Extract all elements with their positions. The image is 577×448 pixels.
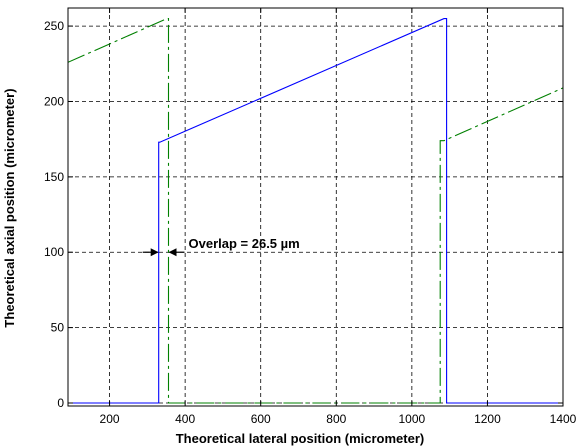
- x-tick-label: 200: [100, 412, 120, 426]
- annotation: Overlap = 26.5 µm: [142, 236, 300, 257]
- x-tick-label: 1400: [550, 412, 577, 426]
- y-tick-label: 0: [57, 396, 64, 410]
- y-tick-label: 200: [44, 94, 64, 108]
- x-tick-label: 800: [326, 412, 346, 426]
- series-line-1: [68, 18, 563, 404]
- x-tick-label: 600: [251, 412, 271, 426]
- series-line-2: [68, 18, 563, 404]
- x-tick-label: 1000: [399, 412, 426, 426]
- x-axis-label: Theoretical lateral position (micrometer…: [176, 431, 425, 446]
- y-tick-label: 250: [44, 19, 64, 33]
- y-tick-label: 150: [44, 170, 64, 184]
- x-tick-label: 400: [175, 412, 195, 426]
- series-group: [68, 18, 563, 404]
- overlap-arrow-right-head: [168, 248, 177, 257]
- overlap-annotation: Overlap = 26.5 µm: [189, 236, 300, 251]
- y-tick-label: 100: [44, 245, 64, 259]
- plot-area: [68, 8, 563, 406]
- plot-frame: [67, 7, 564, 407]
- y-tick-label: 50: [51, 321, 65, 335]
- x-tick-label: 1200: [474, 412, 501, 426]
- y-axis-label: Theoretical axial position (micrometer): [2, 88, 17, 327]
- overlap-arrow-left-head: [150, 248, 159, 257]
- ticks: 200 400 600 800 1000 1200 1400 0 50 100 150 200 250: [44, 8, 577, 426]
